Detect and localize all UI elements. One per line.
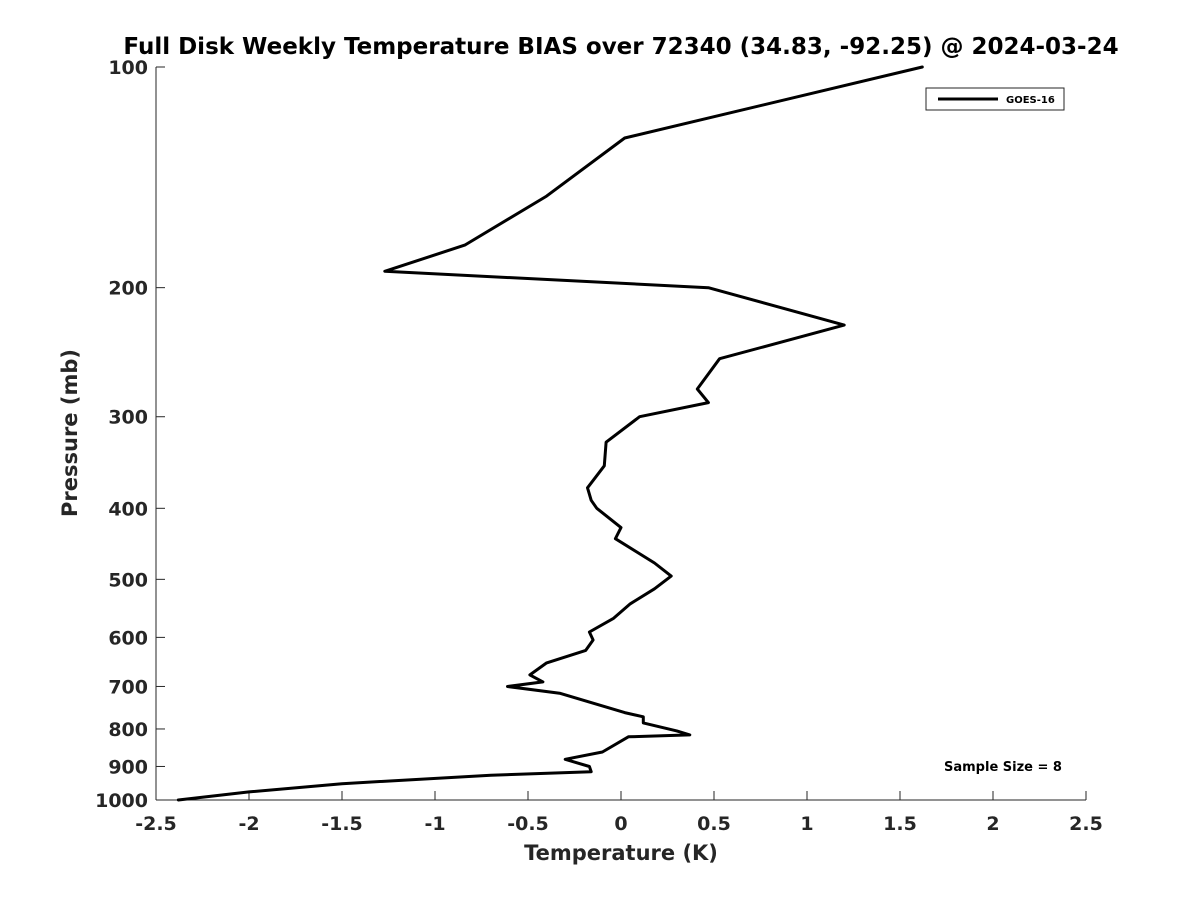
y-tick-label: 200 — [108, 278, 148, 300]
y-tick-label: 800 — [108, 719, 148, 741]
x-tick-label: -2 — [238, 813, 259, 835]
x-tick-label: 0 — [614, 813, 627, 835]
x-tick-label: -1 — [424, 813, 445, 835]
y-tick-label: 400 — [108, 498, 148, 520]
x-tick-label: -1.5 — [321, 813, 363, 835]
x-tick-label: 2.5 — [1069, 813, 1103, 835]
y-tick-label: 500 — [108, 569, 148, 591]
x-tick-label: 2 — [986, 813, 999, 835]
x-tick-label: 1.5 — [883, 813, 917, 835]
legend: GOES-16 — [925, 87, 1065, 111]
y-tick-label: 1000 — [95, 790, 148, 812]
x-axis-label: Temperature (K) — [524, 841, 718, 865]
y-tick-label: 600 — [108, 627, 148, 649]
x-tick-label: -2.5 — [135, 813, 177, 835]
y-tick-label: 700 — [108, 676, 148, 698]
x-tick-label: -0.5 — [507, 813, 549, 835]
series-lines — [176, 65, 924, 802]
sample-size-annotation: Sample Size = 8 — [944, 760, 1062, 775]
series-line-goes-16 — [176, 65, 924, 802]
x-tick-label: 0.5 — [697, 813, 731, 835]
x-tick-label: 1 — [800, 813, 813, 835]
y-tick-label: 900 — [108, 756, 148, 778]
y-axis-label: Pressure (mb) — [58, 349, 82, 517]
ticks: -2.5 -2 -1.5 -1 -0.5 0 0.5 1 1.5 2 2.5 100 200 300 400… — [95, 57, 1103, 835]
y-tick-label: 300 — [108, 407, 148, 429]
legend-label: GOES-16 — [1006, 95, 1055, 106]
chart-title: Full Disk Weekly Temperature BIAS over 7… — [123, 34, 1118, 60]
axes — [155, 67, 1086, 801]
y-tick-label: 100 — [108, 57, 148, 79]
